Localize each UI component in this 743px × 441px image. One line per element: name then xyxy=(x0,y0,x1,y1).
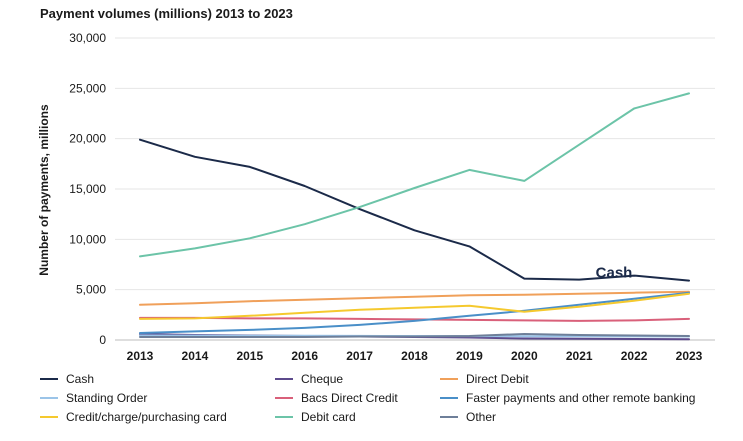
x-tick-label: 2018 xyxy=(401,349,428,363)
series-line-credit-charge-purchasing-card xyxy=(139,292,690,320)
legend-label: Direct Debit xyxy=(466,371,529,386)
y-tick-label: 0 xyxy=(99,333,106,347)
y-tick-label: 25,000 xyxy=(69,81,106,95)
x-tick-label: 2015 xyxy=(236,349,263,363)
series-line-other xyxy=(139,333,690,338)
legend-item: Bacs Direct Credit xyxy=(275,389,440,406)
x-tick-label: 2016 xyxy=(291,349,318,363)
y-tick-label: 10,000 xyxy=(69,232,106,246)
legend-item: Credit/charge/purchasing card xyxy=(40,408,275,425)
x-axis-ticks: 2013 2014 2015 2016 2017 2018 2019 2020 2021 2022… xyxy=(127,349,703,363)
legend-item: Cash xyxy=(40,370,275,387)
x-tick-label: 2019 xyxy=(456,349,483,363)
legend-swatch xyxy=(40,377,58,380)
legend-item: Direct Debit xyxy=(440,370,740,387)
legend: Cash Cheque Direct Debit Standing Order Bacs… xyxy=(40,370,740,425)
legend-item: Debit card xyxy=(275,408,440,425)
annotations: Cash xyxy=(596,265,633,282)
legend-swatch xyxy=(275,377,293,380)
series-lines xyxy=(139,92,690,341)
x-tick-label: 2014 xyxy=(182,349,209,363)
x-tick-label: 2017 xyxy=(346,349,373,363)
chart-title: Payment volumes (millions) 2013 to 2023 xyxy=(40,6,293,21)
series-line-debit-card xyxy=(139,92,690,258)
legend-swatch xyxy=(275,396,293,399)
legend-item: Other xyxy=(440,408,740,425)
y-axis-label: Number of payments, millions xyxy=(37,104,51,276)
legend-swatch xyxy=(275,415,293,418)
x-tick-label: 2013 xyxy=(127,349,154,363)
legend-item: Cheque xyxy=(275,370,440,387)
series-line-bacs-direct-credit xyxy=(139,316,690,322)
legend-label: Standing Order xyxy=(66,390,148,405)
legend-label: Cheque xyxy=(301,371,344,386)
grid-lines xyxy=(115,37,715,341)
y-tick-label: 15,000 xyxy=(69,182,106,196)
legend-swatch xyxy=(440,377,458,380)
series-line-cash xyxy=(139,138,690,282)
x-tick-label: 2022 xyxy=(621,349,648,363)
y-tick-label: 20,000 xyxy=(69,132,106,146)
y-tick-label: 30,000 xyxy=(69,31,106,45)
series-line-faster-payments-and-other-remote-banking xyxy=(139,291,690,334)
legend-label: Debit card xyxy=(301,409,356,424)
x-tick-label: 2020 xyxy=(511,349,538,363)
legend-swatch xyxy=(40,415,58,418)
legend-label: Credit/charge/purchasing card xyxy=(66,409,227,424)
legend-label: Bacs Direct Credit xyxy=(301,390,398,405)
legend-item: Standing Order xyxy=(40,389,275,406)
legend-swatch xyxy=(40,396,58,399)
x-tick-label: 2023 xyxy=(676,349,703,363)
x-tick-label: 2021 xyxy=(566,349,593,363)
legend-label: Faster payments and other remote banking xyxy=(466,390,696,405)
y-tick-label: 5,000 xyxy=(76,283,106,297)
legend-swatch xyxy=(440,415,458,418)
line-chart: 0 5,000 10,000 15,000 20,000 25,000 30,000 201… xyxy=(37,31,715,363)
legend-item: Faster payments and other remote banking xyxy=(440,389,740,406)
y-axis-ticks: 0 5,000 10,000 15,000 20,000 25,000 30,000 xyxy=(69,31,106,347)
legend-label: Other xyxy=(466,409,497,424)
annotation-label: Cash xyxy=(596,265,633,282)
legend-label: Cash xyxy=(66,371,95,386)
series-line-direct-debit xyxy=(139,290,690,306)
legend-swatch xyxy=(440,396,458,399)
